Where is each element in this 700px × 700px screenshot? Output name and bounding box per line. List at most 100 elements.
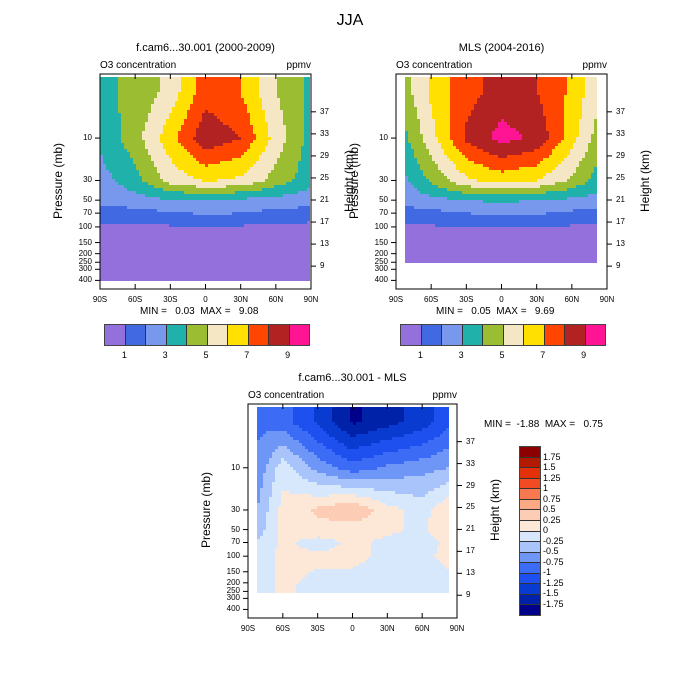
contour-cell (124, 191, 127, 194)
contour-cell (468, 80, 471, 83)
contour-cell (139, 143, 142, 146)
contour-cell (187, 89, 190, 92)
contour-cell (292, 275, 295, 278)
contour-cell (187, 266, 190, 269)
contour-cell (307, 275, 310, 278)
contour-cell (193, 104, 196, 107)
contour-cell (283, 272, 286, 275)
contour-cell (229, 236, 232, 239)
contour-cell (220, 233, 223, 236)
contour-cell (286, 272, 289, 275)
contour-cell (181, 248, 184, 251)
contour-cell (259, 113, 262, 116)
contour-cell (211, 266, 214, 269)
contour-cell (109, 146, 112, 149)
contour-cell (163, 257, 166, 260)
contour-cell (121, 188, 124, 191)
contour-cell (283, 167, 286, 170)
contour-cell (109, 152, 112, 155)
contour-cell (256, 125, 259, 128)
contour-cell (193, 260, 196, 263)
contour-cell (307, 116, 310, 119)
contour-cell (268, 227, 271, 230)
contour-cell (268, 209, 271, 212)
contour-cell (453, 77, 456, 80)
contour-cell (172, 197, 175, 200)
contour-cell (199, 251, 202, 254)
contour-cell (112, 89, 115, 92)
contour-cell (172, 107, 175, 110)
contour-cell (295, 209, 298, 212)
contour-cell (157, 266, 160, 269)
contour-cell (160, 155, 163, 158)
contour-cell (154, 221, 157, 224)
contour-cell (103, 275, 106, 278)
contour-cell (130, 248, 133, 251)
contour-cell (154, 80, 157, 83)
contour-cell (229, 278, 232, 281)
contour-cell (160, 191, 163, 194)
contour-cell (154, 95, 157, 98)
contour-cell (286, 104, 289, 107)
contour-cell (184, 173, 187, 176)
contour-cell (112, 104, 115, 107)
contour-cell (118, 95, 121, 98)
contour-cell (307, 113, 310, 116)
contour-cell (103, 251, 106, 254)
contour-cell (196, 152, 199, 155)
contour-cell (202, 272, 205, 275)
contour-cell (178, 212, 181, 215)
contour-cell (235, 86, 238, 89)
contour-cell (220, 230, 223, 233)
contour-cell (238, 161, 241, 164)
contour-cell (163, 203, 166, 206)
contour-cell (289, 134, 292, 137)
contour-cell (262, 221, 265, 224)
contour-cell (298, 269, 301, 272)
contour-cell (142, 89, 145, 92)
contour-cell (124, 143, 127, 146)
contour-cell (229, 158, 232, 161)
contour-cell (178, 164, 181, 167)
contour-cell (169, 173, 172, 176)
contour-cell (115, 182, 118, 185)
contour-cell (160, 122, 163, 125)
contour-cell (292, 191, 295, 194)
contour-cell (256, 251, 259, 254)
contour-cell (277, 104, 280, 107)
contour-cell (121, 275, 124, 278)
contour-cell (205, 188, 208, 191)
contour-cell (142, 263, 145, 266)
contour-cell (283, 77, 286, 80)
contour-cell (283, 227, 286, 230)
contour-cell (202, 152, 205, 155)
contour-cell (109, 251, 112, 254)
contour-cell (247, 155, 250, 158)
contour-cell (271, 269, 274, 272)
contour-cell (567, 77, 570, 80)
contour-cell (112, 272, 115, 275)
contour-cell (100, 152, 103, 155)
contour-cell (280, 212, 283, 215)
contour-cell (256, 263, 259, 266)
contour-cell (280, 221, 283, 224)
contour-cell (298, 257, 301, 260)
contour-cell (259, 185, 262, 188)
contour-cell (169, 254, 172, 257)
contour-cell (408, 77, 411, 80)
contour-cell (226, 104, 229, 107)
contour-cell (142, 260, 145, 263)
contour-cell (160, 143, 163, 146)
contour-cell (109, 116, 112, 119)
contour-cell (205, 185, 208, 188)
contour-cell (145, 266, 148, 269)
contour-cell (214, 134, 217, 137)
contour-cell (265, 125, 268, 128)
contour-cell (256, 119, 259, 122)
contour-cell (289, 182, 292, 185)
contour-cell (301, 179, 304, 182)
contour-cell (196, 221, 199, 224)
contour-cell (280, 164, 283, 167)
contour-cell (540, 77, 543, 80)
contour-cell (307, 95, 310, 98)
